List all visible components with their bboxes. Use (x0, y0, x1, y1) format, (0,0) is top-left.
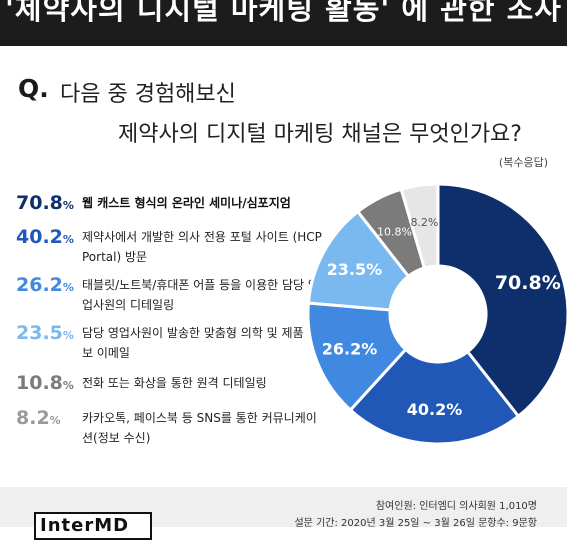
legend-item: 70.8% 웹 캐스트 형식의 온라인 세미나/심포지엄 (16, 193, 322, 216)
legend-label: 전화 또는 화상을 통한 원격 디테일링 (82, 376, 267, 390)
legend-label: 제약사에서 개발한 의사 전용 포털 사이트 (HCP Portal) 방문 (82, 230, 322, 264)
legend-percent: 26.2% (16, 274, 74, 296)
legend-item: 40.2% 제약사에서 개발한 의사 전용 포털 사이트 (HCP Portal… (16, 227, 322, 267)
intermd-logo: InterMD (34, 512, 152, 540)
survey-period-info: 설문 기간: 2020년 3월 25일 ~ 3월 26일 문항수: 9문항 (294, 518, 537, 529)
legend-label: 웹 캐스트 형식의 온라인 세미나/심포지엄 (82, 196, 291, 210)
participants-info: 참여인원: 인터엠디 의사회원 1,010명 (375, 501, 537, 512)
multiple-response-note: (복수응답) (498, 156, 548, 169)
slice-label: 70.8% (495, 272, 561, 294)
legend-percent: 23.5% (16, 322, 74, 344)
legend-item: 23.5% 담당 영업사원이 발송한 맞춤형 의학 및 제품 정보 이메일 (16, 323, 322, 363)
legend-label: 카카오톡, 페이스북 등 SNS를 통한 커뮤니케이션(정보 수신) (82, 411, 317, 445)
page-title: '제약사의 디지털 마케팅 활동' 에 관한 조사 (5, 0, 562, 26)
slice-label: 26.2% (322, 340, 378, 359)
donut-chart: 70.8% 40.2% 26.2% 23.5% 10.8%8.2% (306, 182, 567, 446)
donut-slice (399, 182, 440, 270)
legend-percent: 40.2% (16, 226, 74, 248)
slice-label: 10.8% (377, 226, 412, 239)
donut-slice (306, 209, 411, 312)
question-line-1: 다음 중 경험해보신 (60, 82, 236, 107)
question-line-2: 제약사의 디지털 마케팅 채널은 무엇인가요? (118, 122, 522, 147)
slice-label: 8.2% (410, 216, 438, 229)
header-bar: '제약사의 디지털 마케팅 활동' 에 관한 조사 (0, 0, 567, 46)
legend-percent: 70.8% (16, 192, 74, 214)
legend-label: 태블릿/노트북/휴대폰 어플 등을 이용한 담당 영업사원의 디테일링 (82, 278, 319, 312)
legend-item: 26.2% 태블릿/노트북/휴대폰 어플 등을 이용한 담당 영업사원의 디테일… (16, 275, 322, 315)
legend-item: 10.8% 전화 또는 화상을 통한 원격 디테일링 (16, 373, 322, 396)
legend-percent: 8.2% (16, 407, 61, 429)
question-mark: Q. (18, 74, 49, 103)
legend-percent: 10.8% (16, 372, 74, 394)
slice-label: 40.2% (407, 400, 463, 419)
donut-slice (436, 182, 567, 419)
donut-slice (348, 347, 521, 446)
legend-item: 8.2% 카카오톡, 페이스북 등 SNS를 통한 커뮤니케이션(정보 수신) (16, 408, 322, 448)
donut-slice (306, 301, 408, 413)
footer: 참여인원: 인터엠디 의사회원 1,010명 설문 기간: 2020년 3월 2… (0, 487, 567, 540)
slice-label: 23.5% (327, 260, 383, 279)
legend-label: 담당 영업사원이 발송한 맞춤형 의학 및 제품 정보 이메일 (82, 326, 319, 360)
